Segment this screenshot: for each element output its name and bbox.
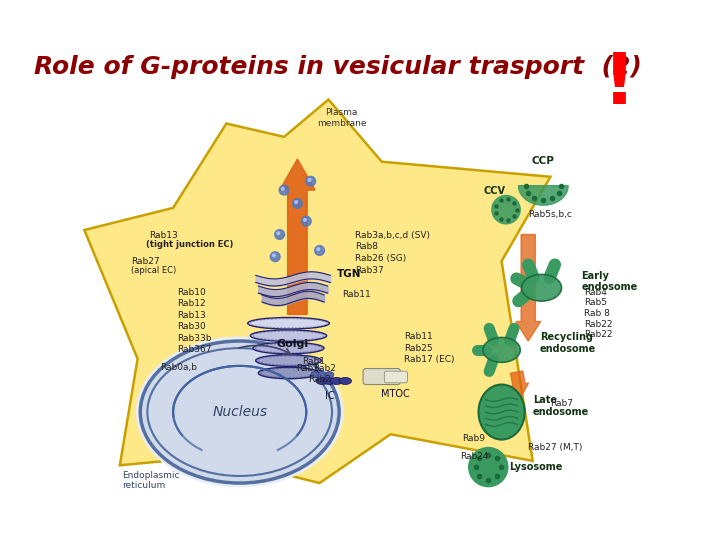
Circle shape (282, 187, 284, 190)
Ellipse shape (253, 342, 324, 354)
Text: Rab12: Rab12 (178, 299, 206, 308)
Ellipse shape (521, 274, 562, 301)
Text: Early
endosome: Early endosome (582, 271, 638, 292)
Text: Rab24: Rab24 (460, 452, 488, 461)
Text: Rab22: Rab22 (584, 330, 613, 339)
Circle shape (302, 217, 311, 226)
Circle shape (492, 195, 521, 224)
Text: !: ! (603, 50, 636, 119)
Text: Nucleus: Nucleus (212, 405, 267, 419)
Ellipse shape (140, 341, 339, 483)
Ellipse shape (325, 372, 334, 378)
Text: Rab25: Rab25 (404, 343, 433, 353)
Text: Rab10: Rab10 (178, 288, 207, 297)
Text: Recycling
endosome: Recycling endosome (540, 332, 596, 354)
Text: Rab1: Rab1 (302, 357, 325, 366)
Text: Late
endosome: Late endosome (533, 395, 589, 417)
Text: CCP: CCP (532, 156, 554, 166)
Text: MTOC: MTOC (381, 389, 410, 399)
Circle shape (308, 179, 311, 181)
FancyArrow shape (292, 168, 302, 328)
Ellipse shape (256, 355, 321, 366)
Text: Rab4: Rab4 (584, 288, 607, 297)
Text: Endoplasmic
reticulum: Endoplasmic reticulum (122, 471, 180, 490)
Text: Plasma
membrane: Plasma membrane (317, 109, 366, 128)
Ellipse shape (339, 377, 351, 384)
Text: (tight junction EC): (tight junction EC) (145, 240, 233, 249)
Text: Rab 8: Rab 8 (584, 309, 610, 318)
Text: Rab26 (SG): Rab26 (SG) (355, 254, 406, 263)
Text: Rab30: Rab30 (178, 322, 207, 332)
Circle shape (315, 246, 325, 255)
FancyArrow shape (516, 234, 541, 341)
Text: Rab5: Rab5 (584, 299, 607, 307)
Text: Rab11: Rab11 (342, 291, 371, 299)
Text: Rab27: Rab27 (131, 256, 160, 266)
Text: CCV: CCV (484, 186, 505, 197)
Text: Rab7: Rab7 (550, 399, 573, 408)
Circle shape (304, 219, 306, 221)
FancyArrow shape (509, 371, 528, 397)
Text: IC: IC (325, 391, 334, 401)
Ellipse shape (258, 367, 319, 379)
Text: Lysosome: Lysosome (509, 462, 562, 472)
Ellipse shape (311, 372, 320, 378)
Text: Rab13: Rab13 (178, 311, 207, 320)
Circle shape (279, 185, 289, 195)
Text: Golgi: Golgi (277, 339, 309, 349)
Text: Rab22: Rab22 (584, 320, 613, 329)
Circle shape (294, 201, 297, 204)
Text: Rab3a,b,c,d (SV): Rab3a,b,c,d (SV) (355, 231, 430, 240)
Ellipse shape (251, 330, 327, 341)
Ellipse shape (330, 377, 343, 384)
Circle shape (292, 199, 302, 208)
Polygon shape (84, 99, 550, 483)
Text: Rab8: Rab8 (355, 242, 378, 252)
Ellipse shape (323, 377, 336, 384)
FancyBboxPatch shape (363, 368, 400, 384)
Ellipse shape (136, 336, 343, 488)
Text: Rab11: Rab11 (404, 332, 433, 341)
Text: Rab37: Rab37 (355, 266, 384, 274)
Text: Rab2: Rab2 (308, 375, 331, 384)
Text: Rab0a,b: Rab0a,b (160, 363, 197, 372)
Text: Rab9: Rab9 (462, 434, 485, 443)
Text: Rab2: Rab2 (313, 364, 336, 373)
Text: Rab5s,b,c: Rab5s,b,c (528, 211, 572, 219)
Circle shape (306, 177, 315, 186)
Text: TGN: TGN (338, 269, 362, 279)
Circle shape (277, 232, 279, 234)
Ellipse shape (479, 384, 525, 440)
FancyArrow shape (279, 159, 315, 314)
Circle shape (469, 448, 508, 487)
Text: Rab367: Rab367 (178, 346, 212, 354)
Text: Rab1: Rab1 (296, 364, 319, 373)
Circle shape (270, 252, 280, 261)
Ellipse shape (318, 372, 327, 378)
Text: Rab17 (EC): Rab17 (EC) (404, 355, 454, 364)
FancyBboxPatch shape (384, 371, 408, 383)
Polygon shape (518, 186, 568, 205)
Circle shape (317, 248, 320, 251)
Text: Rab27 (M,T): Rab27 (M,T) (528, 443, 582, 452)
Ellipse shape (483, 338, 521, 362)
Text: Role of G-proteins in vesicular trasport  (2): Role of G-proteins in vesicular trasport… (34, 55, 642, 79)
Ellipse shape (248, 318, 329, 329)
Circle shape (275, 230, 284, 239)
Text: Rab33b: Rab33b (178, 334, 212, 343)
Ellipse shape (316, 377, 328, 384)
FancyArrow shape (291, 164, 304, 323)
Text: Rab13: Rab13 (149, 231, 178, 240)
Text: (apical EC): (apical EC) (131, 266, 176, 274)
Circle shape (273, 254, 275, 256)
FancyArrow shape (294, 172, 301, 332)
